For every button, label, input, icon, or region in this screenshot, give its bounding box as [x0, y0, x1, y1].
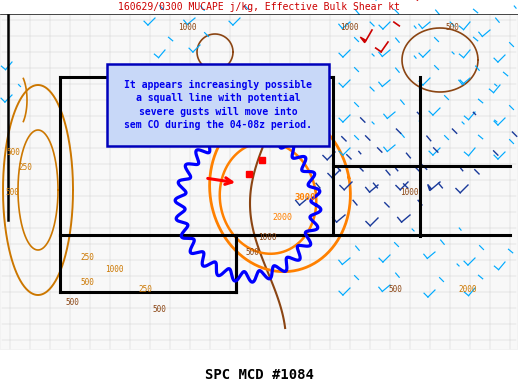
- Text: 2000: 2000: [272, 213, 292, 222]
- Text: 2000: 2000: [458, 285, 477, 294]
- Polygon shape: [361, 37, 366, 43]
- Text: 500: 500: [5, 188, 19, 197]
- Text: SPC MCD #1084: SPC MCD #1084: [205, 368, 313, 382]
- Text: 1000: 1000: [258, 233, 277, 242]
- Text: 1000: 1000: [400, 188, 419, 197]
- Text: 500: 500: [65, 298, 79, 307]
- Bar: [1, 15, 517, 349]
- Bar: [0, 14, 518, 350]
- Text: 500: 500: [445, 23, 459, 32]
- Text: 500: 500: [245, 248, 259, 257]
- Text: 250: 250: [80, 253, 94, 262]
- Text: 500: 500: [152, 305, 166, 314]
- Text: 1000: 1000: [105, 265, 123, 274]
- Text: 250: 250: [18, 163, 32, 172]
- Text: 160629/0300 MUCAPE j/kg, Effective Bulk Shear kt: 160629/0300 MUCAPE j/kg, Effective Bulk …: [118, 2, 400, 12]
- Text: 250: 250: [138, 285, 152, 294]
- Text: 500: 500: [388, 285, 402, 294]
- Polygon shape: [428, 184, 431, 191]
- Text: 500: 500: [80, 278, 94, 287]
- Text: 3000: 3000: [294, 193, 315, 202]
- Text: 1000: 1000: [340, 23, 358, 32]
- Text: 500: 500: [6, 148, 20, 157]
- FancyBboxPatch shape: [107, 64, 329, 146]
- Text: It appears increasingly possible
a squall line with potential
severe gusts will : It appears increasingly possible a squal…: [124, 80, 312, 130]
- Text: 1000: 1000: [178, 23, 196, 32]
